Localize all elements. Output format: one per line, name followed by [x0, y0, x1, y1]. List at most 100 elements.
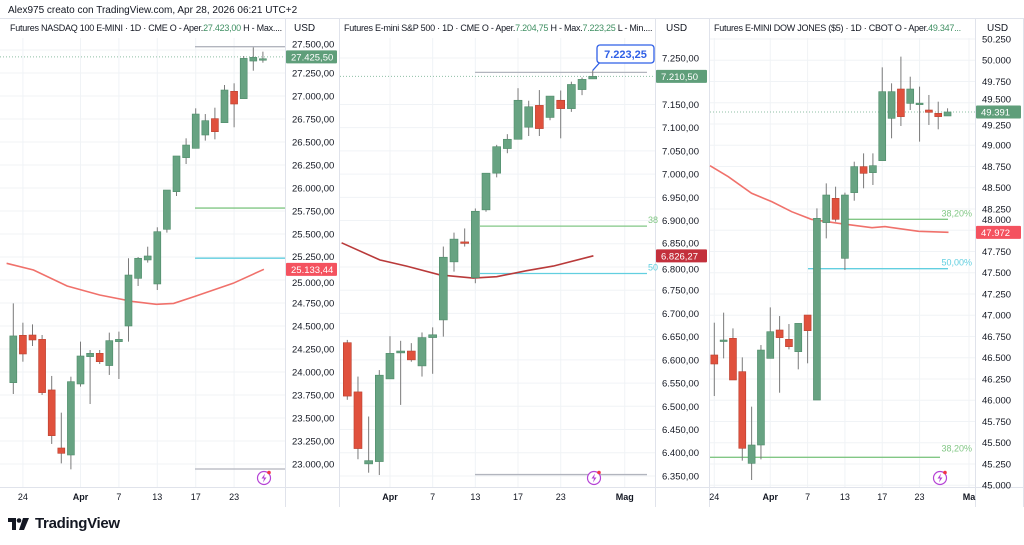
price-tick-label: 6.950,00	[662, 193, 699, 204]
candle-body-down	[556, 99, 566, 109]
candle-body-up	[719, 339, 728, 342]
candle	[878, 67, 887, 161]
price-tick-label: 26.500,00	[292, 138, 334, 149]
price-tick-label: 27.250,00	[292, 69, 334, 80]
candle-body-up	[747, 444, 756, 464]
candle	[417, 332, 427, 377]
candle	[738, 357, 747, 461]
currency-label[interactable]: USD	[666, 23, 688, 34]
price-tick-label: 49.750	[982, 77, 1011, 88]
currency-label[interactable]: USD	[987, 23, 1009, 34]
price-tick-label: 7.150,00	[662, 100, 699, 111]
price-tick-label: 24.750,00	[292, 299, 334, 310]
tradingview-logo[interactable]: TradingView	[8, 515, 120, 532]
candle	[375, 370, 384, 476]
price-tick-label: 6.850,00	[662, 238, 699, 249]
time-tick-label: Ma	[963, 492, 976, 502]
price-tick-label: 23.500,00	[292, 414, 334, 425]
candle-body-up	[134, 257, 142, 279]
candle-body-up	[201, 120, 210, 136]
price-tick-label: 48.750	[982, 162, 1011, 173]
price-tick-label: 46.250	[982, 374, 1011, 385]
moving-average-line	[6, 262, 265, 306]
candle	[153, 227, 162, 291]
candle-body-up	[503, 138, 512, 149]
candle	[822, 183, 831, 239]
candle	[934, 101, 943, 130]
chart-panel-1: 38 50 7.250,00 7.150,00 7.100,00 7.050,00 7.00…	[340, 18, 710, 507]
candle	[577, 77, 587, 96]
moving-average-tag	[656, 249, 707, 263]
candle-body-down	[738, 371, 747, 449]
last-price-tag	[286, 50, 337, 64]
candle-body-down	[897, 88, 905, 117]
candle-body-up	[850, 166, 859, 193]
price-tick-label: 47.250	[982, 289, 1011, 300]
lightning-icon[interactable]	[932, 470, 948, 486]
time-tick-label: 7	[430, 492, 435, 502]
candle	[915, 86, 924, 142]
price-tick-label: 6.500,00	[662, 402, 699, 413]
price-tick-label: 6.400,00	[662, 448, 699, 459]
candle	[385, 336, 395, 380]
level-label: 38	[648, 215, 658, 225]
price-tick-label: 46.750	[982, 332, 1011, 343]
last-price-tag	[656, 69, 707, 83]
price-tick-label: 6.800,00	[662, 264, 699, 275]
price-tick-label: 7.000,00	[662, 170, 699, 181]
time-tick-label: Apr	[73, 492, 89, 502]
candle-body-down	[831, 198, 840, 220]
notification-dot	[597, 470, 601, 475]
candle	[105, 332, 114, 375]
candle-body-down	[230, 91, 238, 105]
time-tick-label: 23	[915, 492, 925, 502]
candle	[449, 232, 459, 272]
price-tick-label: 26.750,00	[292, 115, 334, 126]
price-tick-label: 24.000,00	[292, 368, 334, 379]
candle-body-down	[710, 354, 719, 365]
lightning-icon[interactable]	[256, 470, 272, 486]
tradingview-logo-icon	[8, 517, 29, 530]
price-tick-label: 47.750	[982, 247, 1011, 258]
time-tick-label: 7	[116, 492, 121, 502]
candle-body-up	[794, 323, 803, 352]
candle-body-up	[869, 165, 877, 173]
price-tick-label: 25.500,00	[292, 230, 334, 241]
candle-body-up	[143, 255, 152, 261]
candle-body-up	[105, 340, 114, 366]
lightning-icon[interactable]	[586, 470, 602, 486]
time-tick-label: 17	[191, 492, 201, 502]
time-tick-label: 23	[556, 492, 566, 502]
candle-body-up	[766, 331, 775, 359]
candle-body-up	[567, 84, 576, 109]
candle	[172, 155, 181, 197]
candle	[428, 327, 437, 374]
last-price-tag-label: 27.425,50	[291, 52, 333, 63]
moving-average-tag-label: 25.133,44	[291, 265, 333, 276]
time-tick-label: 17	[513, 492, 523, 502]
lightning-icon-bolt	[261, 473, 267, 483]
price-tick-label: 6.900,00	[662, 216, 699, 227]
candle	[439, 246, 448, 337]
price-tick-label: 6.700,00	[662, 309, 699, 320]
candle	[943, 108, 952, 117]
candle	[513, 88, 523, 140]
price-tick-label: 49.000	[982, 141, 1011, 152]
currency-label[interactable]: USD	[294, 23, 316, 34]
time-tick-label: 24	[709, 492, 719, 502]
price-tick-label: 6.550,00	[662, 379, 699, 390]
candle	[471, 208, 480, 284]
chart-panel-0: 27.500,00 27.250,00 27.000,00 26.750,00 26.5…	[0, 18, 340, 507]
candle-body-down	[925, 109, 933, 113]
candle	[38, 335, 46, 395]
candle	[481, 172, 491, 212]
candle-body-up	[906, 88, 915, 104]
open-value: 27.423,00	[203, 23, 241, 33]
price-tick-label: 6.750,00	[662, 286, 699, 297]
candle	[492, 144, 501, 178]
candle	[588, 70, 598, 80]
symbol-info: Futures E-mini S&P 500 · 1D · CME O - Ap…	[344, 23, 516, 33]
candle	[567, 81, 576, 112]
candle	[850, 161, 859, 201]
